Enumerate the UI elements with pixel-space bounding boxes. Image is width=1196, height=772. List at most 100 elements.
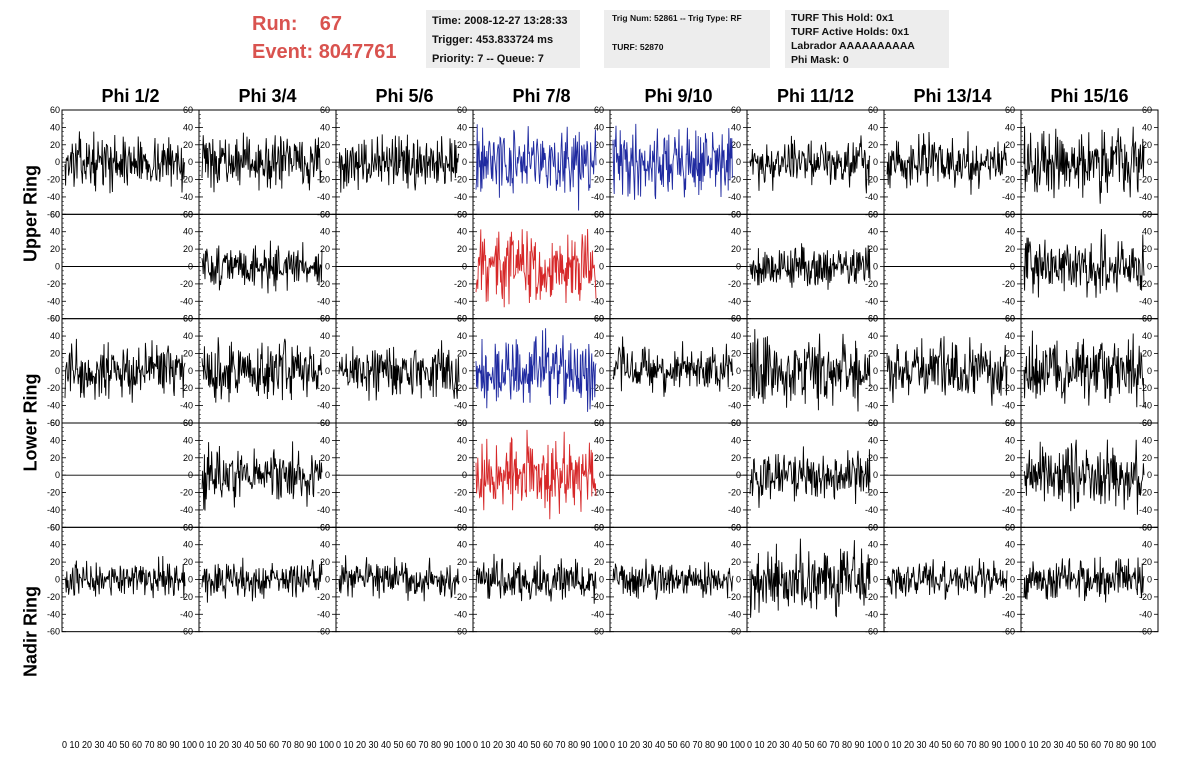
column-title: Phi 1/2 <box>101 86 160 106</box>
y-tick-label: 20 <box>183 140 193 150</box>
y-tick-label: 40 <box>457 435 467 445</box>
y-tick-label: 60 <box>731 418 741 428</box>
y-tick-label: 0 <box>325 262 330 272</box>
y-tick-label: 0 <box>1147 366 1152 376</box>
y-tick-label: -20 <box>47 488 60 498</box>
x-tick-label: 0 10 20 30 40 50 60 70 80 90 100 <box>1021 740 1156 751</box>
y-tick-label: 20 <box>1142 557 1152 567</box>
y-tick-label: 40 <box>1005 540 1015 550</box>
y-tick-label: 0 <box>599 157 604 167</box>
y-tick-label: -40 <box>865 401 878 411</box>
waveform-series <box>612 336 734 397</box>
y-tick-label: 0 <box>736 575 741 585</box>
y-tick-label: 20 <box>594 140 604 150</box>
y-tick-label: -40 <box>1002 505 1015 515</box>
y-tick-label: 40 <box>50 540 60 550</box>
y-tick-label: 40 <box>594 122 604 132</box>
y-tick-label: -40 <box>454 505 467 515</box>
y-tick-label: 60 <box>1142 522 1152 532</box>
y-tick-label: -60 <box>454 627 467 637</box>
y-tick-label: -60 <box>591 627 604 637</box>
labrador-line: Labrador AAAAAAAAAA <box>791 40 915 52</box>
y-tick-label: -20 <box>865 175 878 185</box>
y-tick-label: -40 <box>317 192 330 202</box>
waveform-series <box>1023 439 1145 515</box>
y-tick-label: -20 <box>1139 488 1152 498</box>
y-tick-label: 0 <box>188 366 193 376</box>
y-tick-label: -60 <box>180 627 193 637</box>
y-tick-label: 20 <box>457 348 467 358</box>
y-tick-label: 60 <box>868 314 878 324</box>
y-tick-label: 20 <box>1142 140 1152 150</box>
y-tick-label: -20 <box>317 279 330 289</box>
y-tick-label: -40 <box>317 296 330 306</box>
y-tick-label: 0 <box>325 575 330 585</box>
y-tick-label: 20 <box>320 244 330 254</box>
y-tick-label: -60 <box>1002 627 1015 637</box>
y-tick-label: 40 <box>1005 331 1015 341</box>
column-title: Phi 11/12 <box>776 86 855 106</box>
y-tick-label: 60 <box>50 209 60 219</box>
y-tick-label: 40 <box>320 227 330 237</box>
y-tick-label: 40 <box>1142 227 1152 237</box>
waveform-series <box>886 336 1008 406</box>
y-tick-label: -60 <box>47 522 60 532</box>
y-tick-label: 20 <box>1142 244 1152 254</box>
y-tick-label: -20 <box>180 383 193 393</box>
waveform-series <box>749 538 871 618</box>
y-tick-label: -40 <box>180 296 193 306</box>
y-tick-label: 60 <box>1005 522 1015 532</box>
y-tick-label: -20 <box>591 592 604 602</box>
waveform-series <box>749 135 871 194</box>
waveform-series <box>612 123 734 200</box>
waveform-series <box>64 338 186 403</box>
y-tick-label: -40 <box>1139 192 1152 202</box>
y-tick-label: -20 <box>591 175 604 185</box>
y-tick-label: -40 <box>865 296 878 306</box>
trigger-line: Trigger: 453.833724 ms <box>432 34 554 46</box>
y-tick-label: 60 <box>320 418 330 428</box>
turf-line: TURF: 52870 <box>612 42 664 52</box>
y-tick-label: -40 <box>47 505 60 515</box>
column-title: Phi 7/8 <box>512 86 571 106</box>
y-tick-label: 60 <box>457 209 467 219</box>
y-tick-label: -40 <box>1139 609 1152 619</box>
waveform-series <box>338 134 460 193</box>
y-tick-label: 60 <box>868 522 878 532</box>
y-tick-label: 20 <box>868 348 878 358</box>
waveform-series <box>475 124 597 211</box>
y-tick-label: 40 <box>868 227 878 237</box>
waveform-series <box>475 328 597 412</box>
y-tick-label: -20 <box>47 592 60 602</box>
waveform-series <box>64 131 186 194</box>
y-tick-label: 40 <box>1142 435 1152 445</box>
y-tick-label: 40 <box>731 227 741 237</box>
y-tick-label: -20 <box>454 592 467 602</box>
y-tick-label: -40 <box>591 401 604 411</box>
x-tick-label: 0 10 20 30 40 50 60 70 80 90 100 <box>62 740 197 751</box>
turf-hold-line: TURF This Hold: 0x1 <box>791 12 894 24</box>
event-row: Event: 8047761 <box>252 38 397 66</box>
run-row: Run: 67 <box>252 10 397 38</box>
y-tick-label: -20 <box>180 175 193 185</box>
y-tick-label: -40 <box>591 505 604 515</box>
y-tick-label: 0 <box>873 366 878 376</box>
y-tick-label: 60 <box>594 522 604 532</box>
waveform-series <box>475 429 597 520</box>
y-tick-label: 40 <box>868 331 878 341</box>
waveform-series <box>475 228 597 308</box>
waveform-series <box>749 243 871 290</box>
y-tick-label: -20 <box>1139 279 1152 289</box>
y-tick-label: -20 <box>47 175 60 185</box>
y-tick-label: -40 <box>1002 192 1015 202</box>
y-tick-label: 20 <box>1005 348 1015 358</box>
x-tick-label: 0 10 20 30 40 50 60 70 80 90 100 <box>199 740 334 751</box>
y-tick-label: 20 <box>594 453 604 463</box>
y-tick-label: -60 <box>728 627 741 637</box>
y-tick-label: 0 <box>55 575 60 585</box>
y-tick-label: -20 <box>180 488 193 498</box>
y-tick-label: -20 <box>1139 592 1152 602</box>
run-event-block: Run: 67 Event: 8047761 <box>252 10 397 66</box>
y-tick-label: 60 <box>1142 209 1152 219</box>
